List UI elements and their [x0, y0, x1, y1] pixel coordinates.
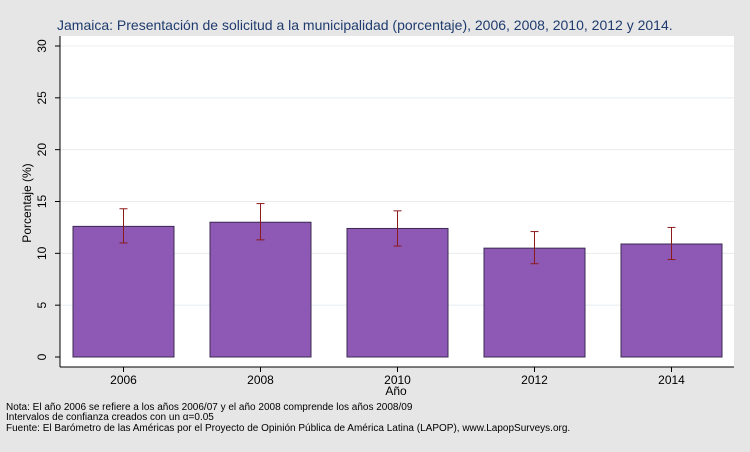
error-bars: [119, 203, 676, 265]
bar-2010: [346, 227, 449, 358]
error-bar-2010: [393, 210, 402, 247]
y-tick-label-5: 5: [35, 302, 49, 309]
chart-title: Jamaica: Presentación de solicitud a la …: [57, 17, 673, 33]
note-line-2: Intervalos de confianza creados con un α…: [6, 412, 214, 423]
bar-2006: [72, 225, 175, 358]
error-bar-2012: [530, 231, 539, 265]
x-axis-label: Año: [385, 384, 407, 398]
error-bar-2006: [119, 208, 128, 244]
bar-2008: [209, 221, 312, 358]
y-tick-label-10: 10: [35, 246, 49, 260]
y-tick-label-30: 30: [35, 39, 49, 53]
bars: [72, 221, 723, 358]
error-bar-2008: [256, 203, 265, 241]
y-tick-label-20: 20: [35, 143, 49, 157]
y-tick-label-25: 25: [35, 91, 49, 105]
error-bar-2014: [667, 226, 676, 261]
x-tick-label-2010: 2010: [384, 373, 411, 387]
y-axis-ticks: 0 5 10 15 20 25 30: [35, 39, 60, 360]
note-line-3: Fuente: El Barómetro de las Américas por…: [6, 423, 570, 434]
x-tick-label-2006: 2006: [110, 373, 137, 387]
x-axis-ticks: 2006 2008 2010 2012 2014: [110, 367, 685, 387]
y-tick-label-15: 15: [35, 195, 49, 209]
x-tick-label-2014: 2014: [658, 373, 685, 387]
x-tick-label-2012: 2012: [521, 373, 548, 387]
bar-2012: [483, 247, 586, 358]
y-axis-label: Porcentaje (%): [20, 163, 34, 242]
x-tick-label-2008: 2008: [247, 373, 274, 387]
bar-2014: [620, 243, 723, 358]
y-tick-label-0: 0: [35, 353, 49, 360]
note-line-1: Nota: El año 2006 se refiere a los años …: [6, 402, 413, 413]
